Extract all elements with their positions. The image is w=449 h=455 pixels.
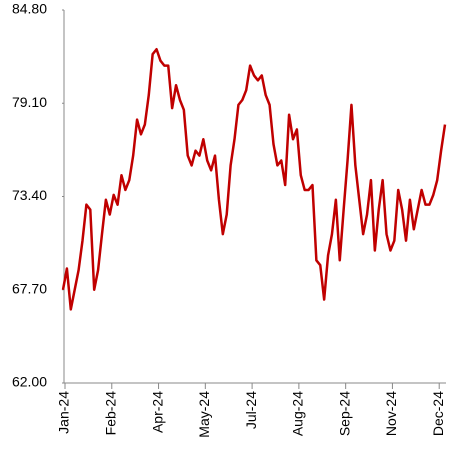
x-tick-label: Sep-24 bbox=[336, 391, 352, 436]
x-tick-label: Dec-24 bbox=[430, 391, 446, 436]
x-tick-label: Feb-24 bbox=[102, 391, 118, 436]
x-tick-label: Jul-24 bbox=[243, 391, 259, 429]
x-tick-label: Jan-24 bbox=[56, 391, 72, 434]
line-series bbox=[61, 48, 447, 311]
x-tick-label: Nov-24 bbox=[383, 391, 399, 436]
x-tick-label: Apr-24 bbox=[149, 391, 165, 433]
x-tick-label: Aug-24 bbox=[290, 391, 306, 436]
y-tick-label: 62.00 bbox=[12, 374, 47, 390]
y-tick-label: 79.10 bbox=[12, 94, 47, 110]
y-tick-label: 67.70 bbox=[12, 280, 47, 296]
x-tick-label: May-24 bbox=[196, 391, 212, 438]
y-tick-label: 73.40 bbox=[12, 187, 47, 203]
y-tick-label: 84.80 bbox=[12, 1, 47, 17]
